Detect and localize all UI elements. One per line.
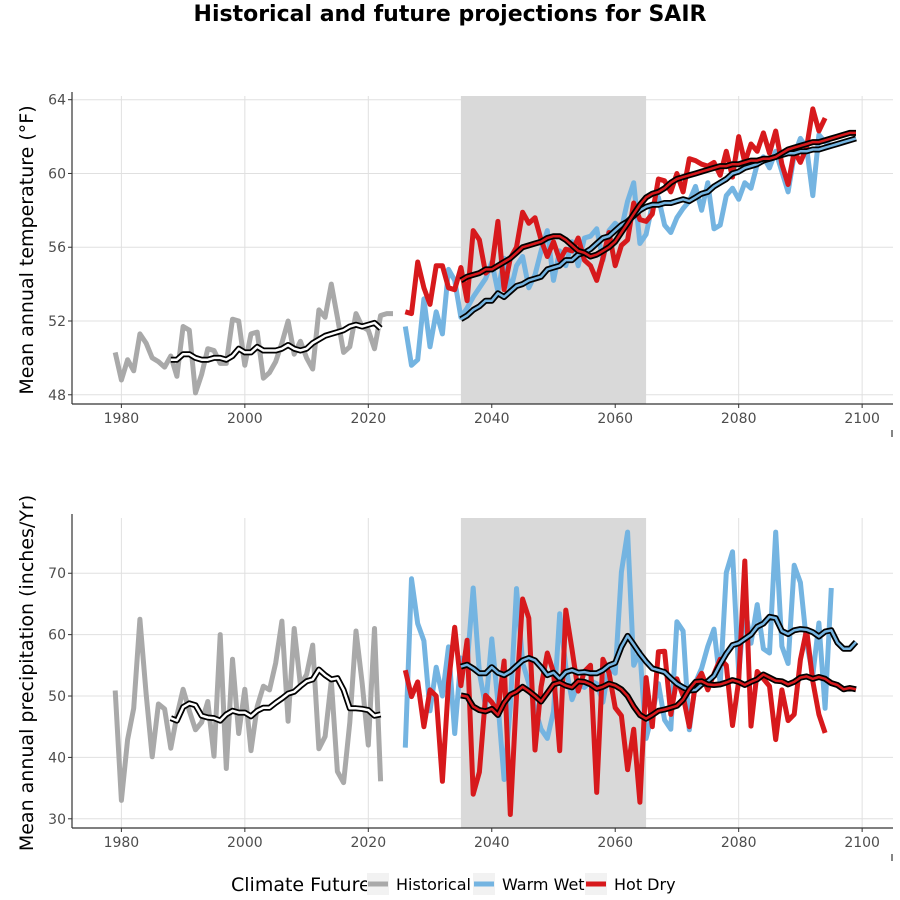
- precip-series-hot-dry: [402, 558, 828, 817]
- precip-y-tick-label: 50: [48, 689, 66, 705]
- temp-series-historical: [112, 281, 393, 396]
- precip-x-tick-label: 2000: [227, 835, 263, 851]
- temp-smooth-historical: [170, 321, 382, 361]
- legend-title: Climate Future: [231, 874, 371, 896]
- temp-y-tick-label: 56: [48, 240, 66, 256]
- precip-smooth-hot-dry: [460, 673, 857, 720]
- temp-smooth-hot-dry: [460, 131, 856, 282]
- precip-x-tick-label: 2040: [474, 835, 510, 851]
- legend: Climate Future Historical Warm Wet Hot Dry: [231, 873, 676, 896]
- precip-series-historical: [112, 616, 384, 803]
- precip-y-tick-label: 60: [48, 628, 66, 644]
- precip-x-tick-label: 2060: [597, 835, 633, 851]
- precip-y-axis-label: Mean annual precipitation (inches/Yr): [16, 495, 38, 851]
- temp-x-tick-label: 2060: [597, 411, 633, 427]
- temp-y-tick-label: 52: [48, 314, 66, 330]
- temp-y-tick-label: 48: [48, 388, 66, 404]
- precip-y-tick-label: 70: [48, 566, 66, 582]
- precip-y-tick-label: 40: [48, 750, 66, 766]
- temp-x-tick-label: 2000: [227, 411, 263, 427]
- temp-x-tick-label: 2080: [721, 411, 757, 427]
- chart-title: Historical and future projections for SA…: [194, 2, 707, 27]
- precip-x-tick-label: 2080: [721, 835, 757, 851]
- temp-y-tick-label: 60: [48, 166, 66, 182]
- precipitation-panel: 1980 2000 2020 2040 2060 2080 2100 30 40 50 60 70 Me…: [16, 495, 893, 861]
- temp-x-tick-label: 2100: [844, 411, 880, 427]
- temp-x-tick-label: 2040: [474, 411, 510, 427]
- temp-series-hot-dry: [404, 106, 828, 317]
- temp-x-tick-label: 2020: [350, 411, 386, 427]
- temperature-panel: 1980 2000 2020 2040 2060 2080 2100 48 52 56 60 64 Me…: [16, 92, 893, 437]
- precip-x-tick-label: 2100: [844, 835, 880, 851]
- precip-smooth-historical: [170, 668, 381, 722]
- temp-y-tick-label: 64: [48, 93, 66, 109]
- precip-y-tick-label: 30: [48, 812, 66, 828]
- precip-x-tick-label: 2020: [350, 835, 386, 851]
- temp-smooth-warm-wet: [460, 137, 857, 321]
- legend-label-historical: Historical: [396, 875, 471, 894]
- precip-smooth-warm-wet: [460, 615, 857, 692]
- legend-label-hot-dry: Hot Dry: [614, 875, 676, 894]
- legend-label-warm-wet: Warm Wet: [502, 875, 585, 894]
- temp-y-axis-label: Mean annual temperature (°F): [16, 105, 38, 394]
- temp-x-tick-label: 1980: [104, 411, 140, 427]
- precip-x-tick-label: 1980: [104, 835, 140, 851]
